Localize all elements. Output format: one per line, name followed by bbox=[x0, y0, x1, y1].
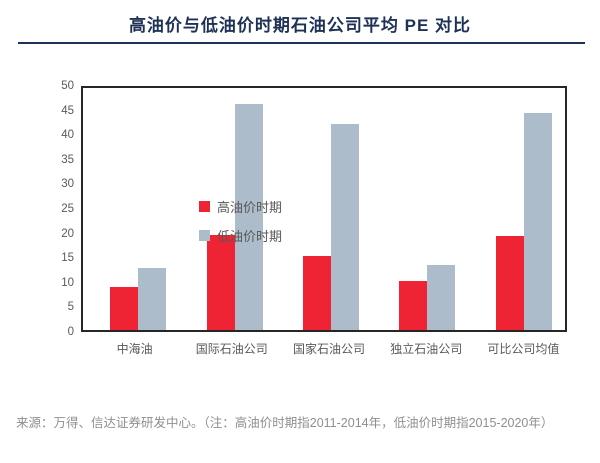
bar-低油价时期 bbox=[330, 124, 359, 330]
y-axis-tick-label: 5 bbox=[67, 301, 74, 314]
x-axis-label: 中海油 bbox=[116, 342, 153, 356]
bar-高油价时期 bbox=[206, 234, 235, 330]
bar-高油价时期 bbox=[495, 235, 524, 330]
title-divider bbox=[18, 42, 585, 44]
legend-swatch-icon bbox=[199, 230, 210, 241]
x-axis: 中海油 国际石油公司 国家石油公司 独立石油公司 可比公司均值 bbox=[81, 340, 567, 357]
legend-label: 高油价时期 bbox=[217, 200, 283, 215]
x-axis-label: 可比公司均值 bbox=[487, 342, 560, 356]
bar-group bbox=[193, 88, 263, 330]
bar-低油价时期 bbox=[523, 112, 552, 330]
bar-group bbox=[385, 88, 456, 330]
bar-group bbox=[96, 88, 167, 330]
bar-低油价时期 bbox=[427, 265, 456, 330]
y-axis-tick-label: 45 bbox=[61, 104, 74, 117]
plot-area: 高油价时期低油价时期 bbox=[81, 86, 567, 332]
legend-item: 低油价时期 bbox=[199, 226, 282, 245]
chart-legend: 高油价时期低油价时期 bbox=[199, 197, 282, 245]
y-axis-tick-label: 25 bbox=[61, 203, 74, 215]
x-axis-label: 国家石油公司 bbox=[293, 342, 366, 356]
y-axis-tick-label: 35 bbox=[61, 153, 74, 166]
y-axis-tick-label: 20 bbox=[61, 227, 74, 240]
legend-item: 高油价时期 bbox=[199, 197, 282, 216]
bar-低油价时期 bbox=[234, 103, 263, 330]
y-axis-tick-label: 15 bbox=[61, 252, 74, 265]
legend-swatch-icon bbox=[199, 201, 210, 212]
bar-高油价时期 bbox=[302, 256, 331, 330]
y-axis-tick-label: 50 bbox=[61, 80, 74, 92]
legend-label: 低油价时期 bbox=[217, 229, 283, 244]
y-axis-tick-label: 0 bbox=[67, 326, 74, 338]
y-axis-tick-label: 10 bbox=[61, 276, 74, 289]
bars-container bbox=[83, 88, 565, 330]
bar-高油价时期 bbox=[399, 281, 428, 330]
x-axis-label: 独立石油公司 bbox=[390, 342, 463, 356]
bar-高油价时期 bbox=[110, 287, 139, 330]
y-axis-tick-label: 40 bbox=[61, 129, 74, 142]
x-axis-label: 国际石油公司 bbox=[195, 342, 268, 356]
y-axis: 50 45 40 35 30 25 20 15 10 5 0 bbox=[30, 80, 74, 337]
bar-group bbox=[289, 88, 359, 330]
bar-低油价时期 bbox=[138, 267, 167, 330]
source-note: 来源：万得、信达证券研发中心。（注：高油价时期指2011-2014年，低油价时期… bbox=[16, 416, 554, 430]
bar-group bbox=[482, 88, 552, 330]
page-title: 高油价与低油价时期石油公司平均 PE 对比 bbox=[128, 16, 472, 35]
y-axis-tick-label: 30 bbox=[61, 178, 74, 191]
